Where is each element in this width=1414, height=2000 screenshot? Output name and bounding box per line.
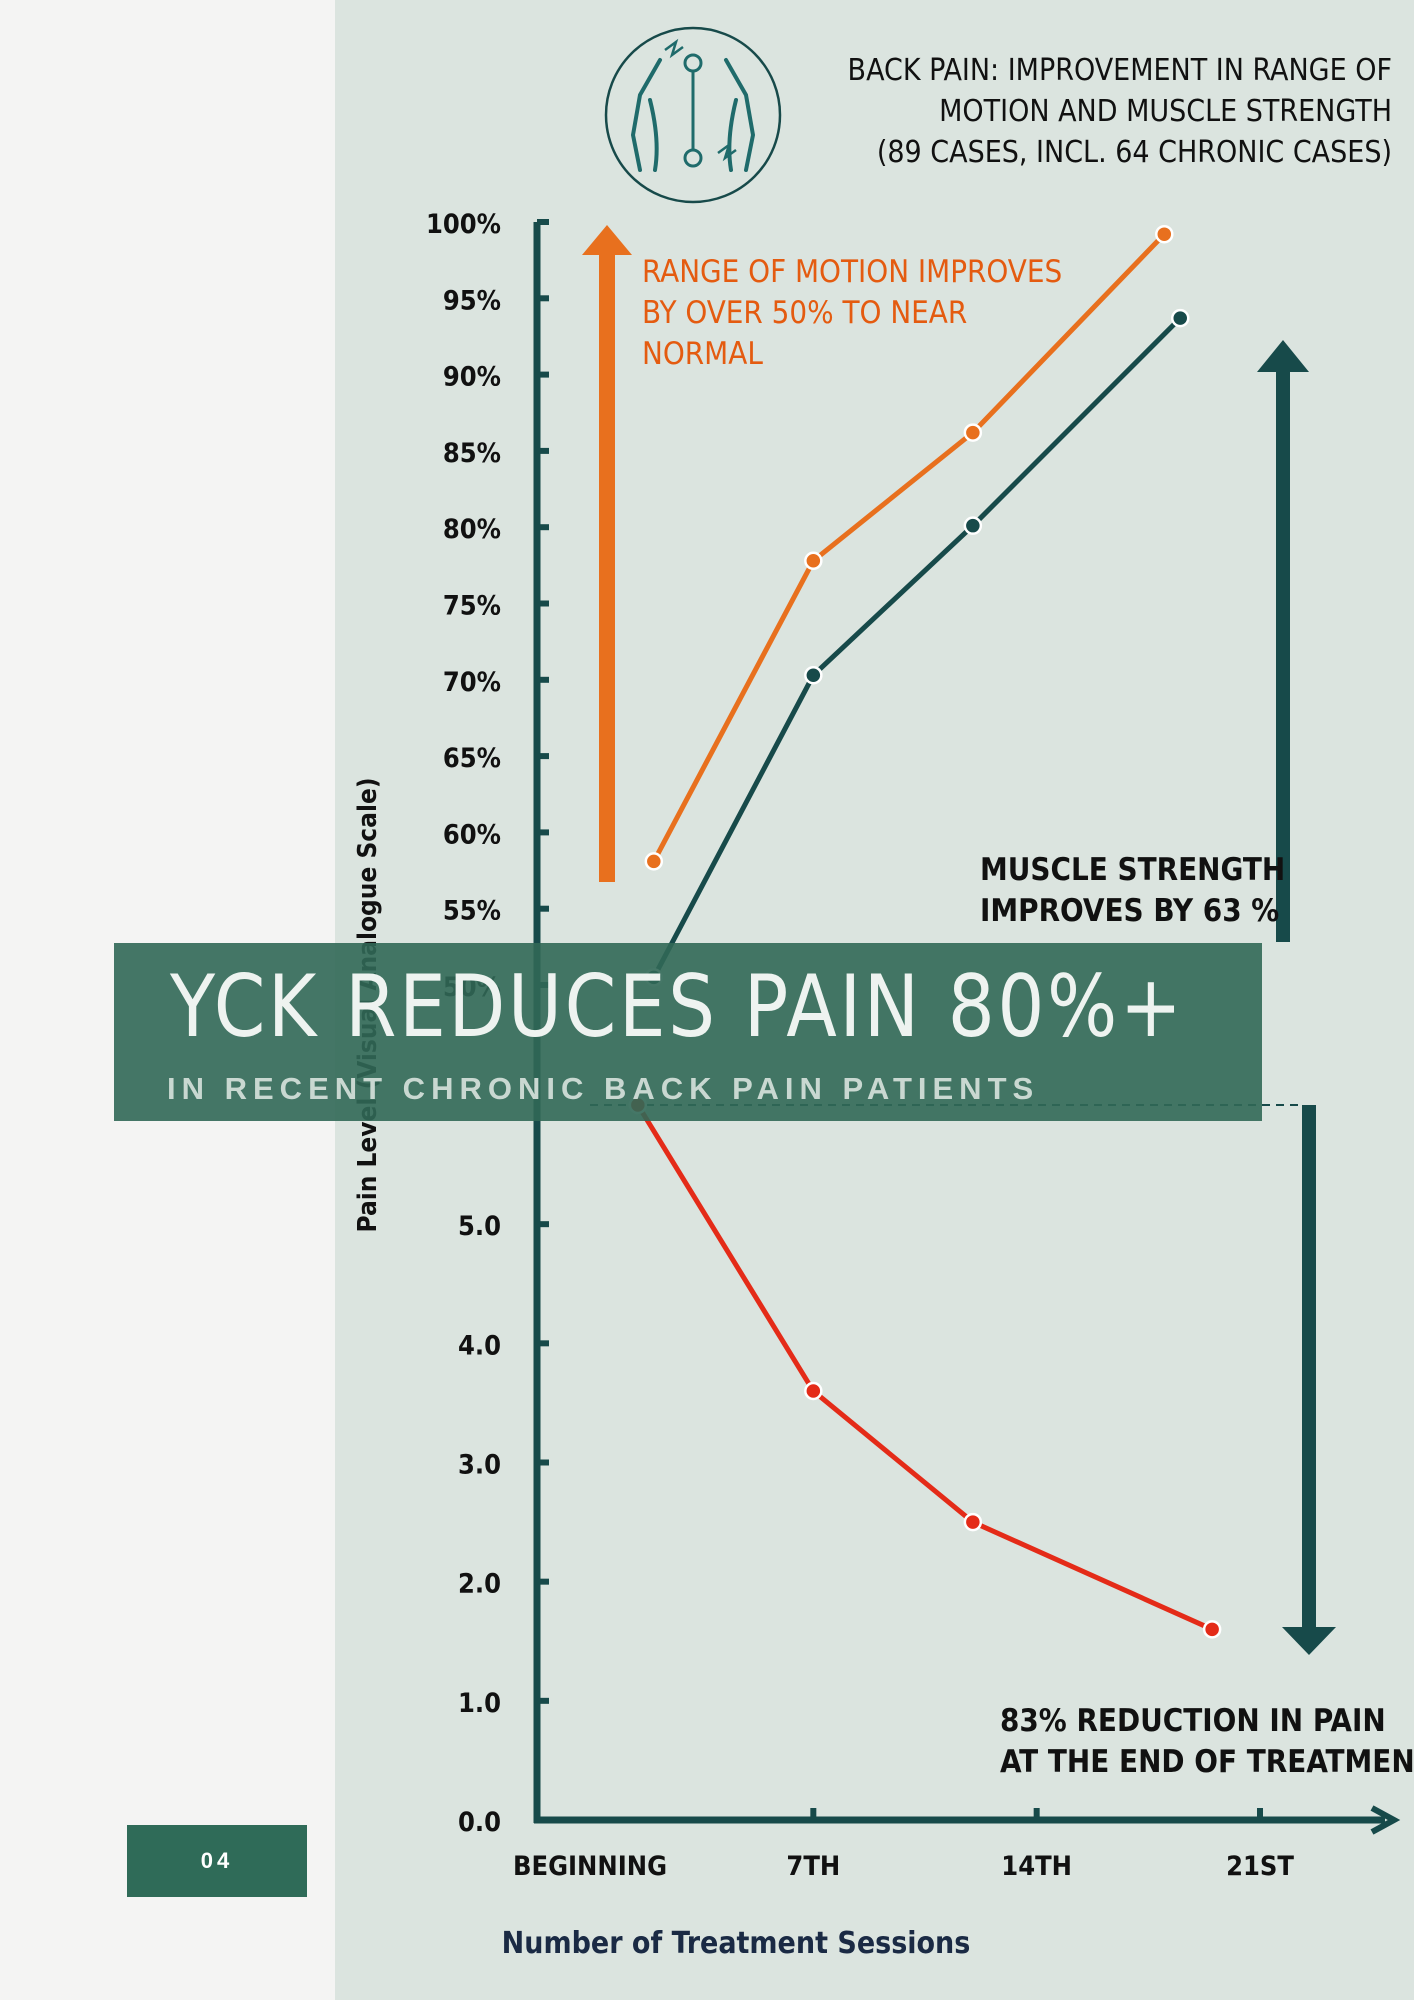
data-point	[804, 551, 823, 571]
x-tick-label: 21ST	[1226, 1851, 1294, 1882]
muscle-strength-arrow	[1257, 340, 1309, 942]
x-tick-label: BEGINNING	[513, 1851, 667, 1882]
y-tick-label: 0.0	[458, 1807, 501, 1838]
y-tick-label: 60%	[443, 819, 501, 850]
chart-title-line-1: BACK PAIN: IMPROVEMENT IN RANGE OF	[848, 53, 1392, 88]
data-point	[804, 1381, 823, 1401]
y-tick-label: 5.0	[458, 1211, 501, 1242]
series-line-1	[651, 316, 1183, 979]
x-axis-arrowhead	[1370, 1805, 1401, 1835]
y-tick-label: 100%	[426, 209, 501, 240]
banner-subtitle: IN RECENT CHRONIC BACK PAIN PATIENTS	[167, 1071, 1040, 1106]
chart-title: BACK PAIN: IMPROVEMENT IN RANGE OF MOTIO…	[848, 53, 1392, 170]
data-point	[1202, 1620, 1222, 1639]
y-tick-label: 85%	[443, 438, 501, 469]
muscle-strength-note-1: MUSCLE STRENGTH	[980, 852, 1285, 888]
data-point	[644, 852, 664, 871]
y-tick-label: 65%	[443, 743, 501, 774]
y-tick-label: 3.0	[458, 1450, 501, 1481]
y-tick-label: 2.0	[458, 1569, 501, 1600]
annotation-arrows	[582, 225, 1336, 1655]
headline-banner: YCK REDUCES PAIN 80%+ IN RECENT CHRONIC …	[114, 943, 1262, 1121]
y-tick-label: 80%	[443, 514, 501, 545]
pain-reduction-arrow	[1282, 1105, 1336, 1655]
pain-reduction-note-2: AT THE END OF TREATMENT	[1000, 1744, 1414, 1780]
page-number-badge: 04	[127, 1825, 307, 1897]
y-tick-label: 1.0	[458, 1688, 501, 1719]
back-pain-figure-icon	[604, 26, 782, 204]
x-tick-label: 14TH	[1001, 1851, 1072, 1882]
muscle-strength-note-2: IMPROVES BY 63 %	[980, 893, 1279, 929]
x-tick-labels: BEGINNING 7TH 14TH 21ST	[513, 1851, 1294, 1882]
y-tick-label: 95%	[443, 285, 501, 316]
series-line-2	[635, 1103, 1214, 1632]
y-tick-label: 75%	[443, 591, 501, 622]
data-point	[963, 1512, 983, 1532]
data-point	[1155, 224, 1174, 244]
data-point	[963, 516, 983, 535]
y-tick-label: 70%	[443, 667, 501, 698]
data-point	[1170, 308, 1190, 328]
chart-title-line-2: MOTION AND MUSCLE STRENGTH	[939, 94, 1392, 129]
range-of-motion-arrow	[582, 225, 632, 882]
range-of-motion-note-3: NORMAL	[642, 336, 763, 372]
x-axis-label: Number of Treatment Sessions	[502, 1926, 971, 1961]
chart-title-line-3: (89 CASES, INCL. 64 CHRONIC CASES)	[877, 135, 1392, 170]
data-point	[963, 423, 983, 442]
x-tick-label: 7TH	[786, 1851, 840, 1882]
data-point	[804, 665, 823, 685]
series-line-0	[651, 232, 1167, 863]
pain-reduction-note-1: 83% REDUCTION IN PAIN	[1000, 1703, 1386, 1739]
y-tick-labels: 100%95%90%85%80%75%70%65%60%55%50%5.04.0…	[426, 209, 501, 1838]
y-tick-label: 4.0	[458, 1330, 501, 1361]
y-tick-label: 55%	[443, 896, 501, 927]
y-tick-label: 90%	[443, 362, 501, 393]
range-of-motion-note-1: RANGE OF MOTION IMPROVES	[642, 254, 1062, 290]
banner-title: YCK REDUCES PAIN 80%+	[170, 957, 1185, 1057]
range-of-motion-note-2: BY OVER 50% TO NEAR	[642, 295, 967, 331]
chart-series	[628, 224, 1222, 1639]
